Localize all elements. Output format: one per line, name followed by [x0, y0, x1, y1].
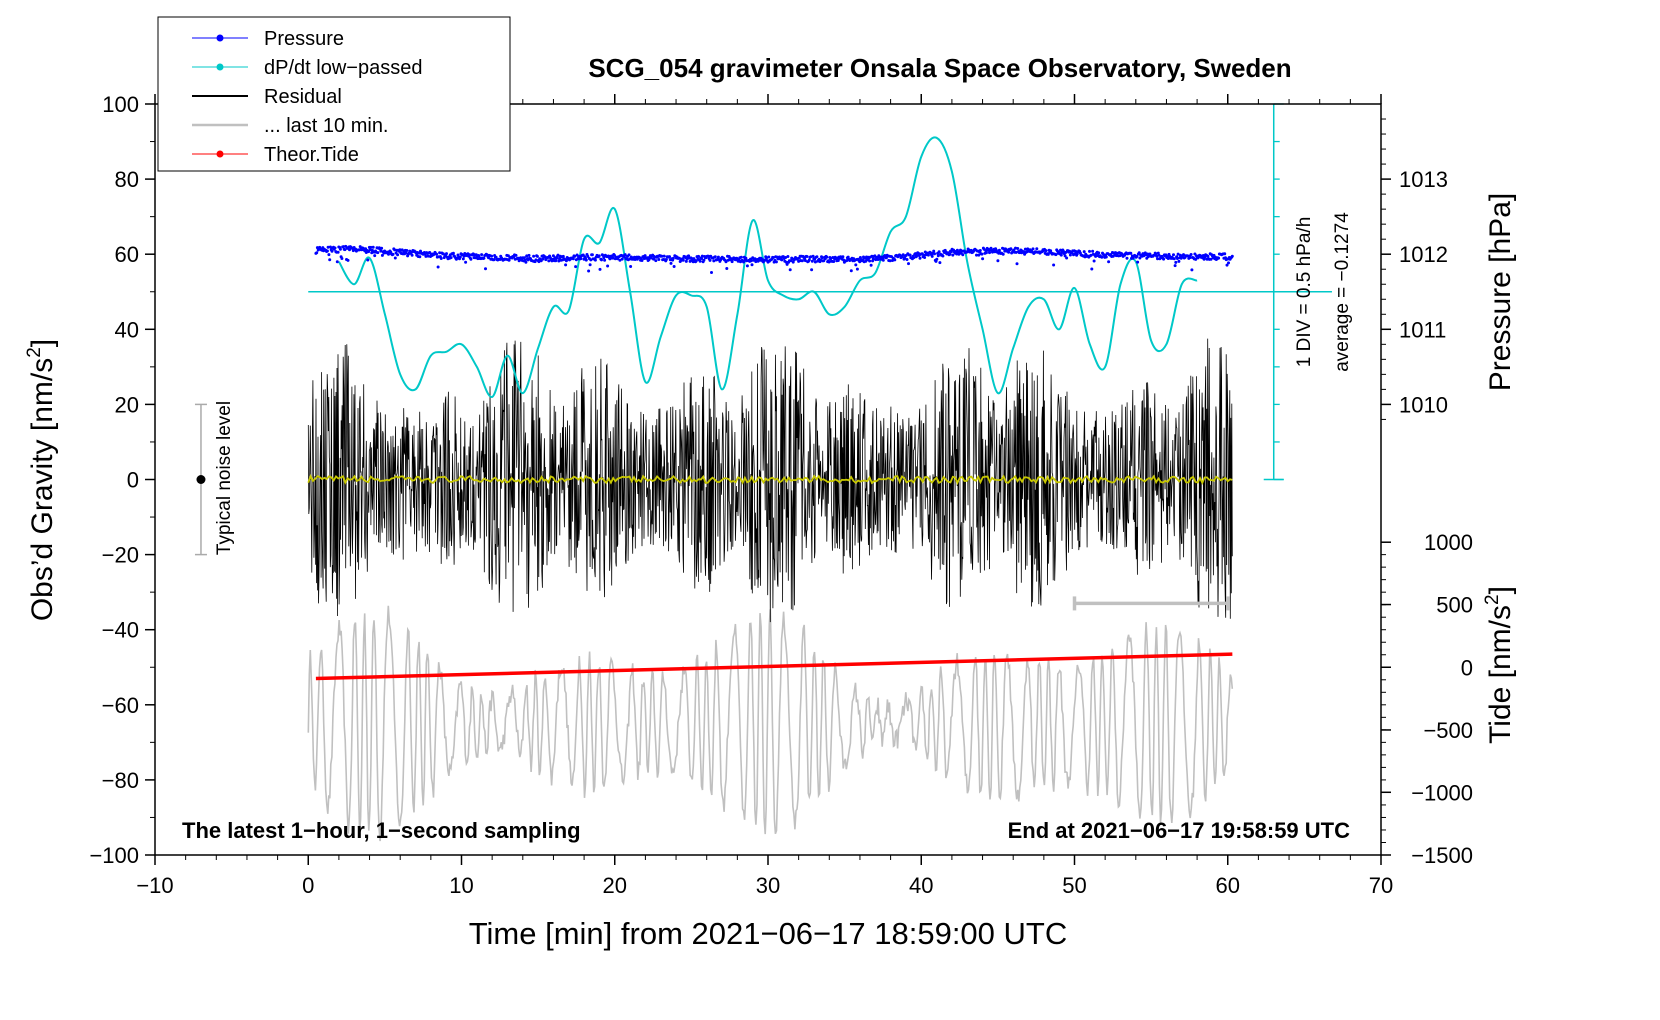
- pressure-tick-label: 1011: [1399, 317, 1446, 342]
- y-tick-label: 40: [115, 317, 139, 342]
- y-tick-label: −20: [102, 543, 139, 568]
- x-tick-label: 50: [1062, 873, 1086, 898]
- y-tick-label: −100: [89, 843, 139, 868]
- x-tick-label: 60: [1216, 873, 1240, 898]
- last10-trace: [307, 605, 1234, 842]
- legend-label-tide: Theor.Tide: [264, 144, 359, 166]
- legend-marker-dpdt: [216, 63, 224, 71]
- tide-tick-label: −500: [1423, 718, 1473, 743]
- y-tick-label: −80: [102, 768, 139, 793]
- y-tick-label: 20: [115, 392, 139, 417]
- legend-label-residual: Residual: [264, 86, 342, 108]
- x-tick-label: 70: [1369, 873, 1393, 898]
- tide-axis-label-end: ]: [1484, 586, 1517, 594]
- legend-marker-pressure: [216, 34, 224, 42]
- legend: Pressure dP/dt low−passed Residual ... l…: [157, 16, 511, 172]
- x-tick-label: 40: [909, 873, 933, 898]
- x-tick-label: 20: [603, 873, 627, 898]
- residual-trace: [307, 338, 1233, 623]
- tide-line: [315, 652, 1233, 681]
- x-tick-label: 0: [302, 873, 314, 898]
- y-tick-label: −60: [102, 693, 139, 718]
- y-axis-label-end: ]: [26, 339, 59, 347]
- y-tick-label: 0: [127, 468, 139, 493]
- y-tick-label: 100: [102, 92, 139, 117]
- x-tick-label: 10: [449, 873, 473, 898]
- tide-tick-label: −1500: [1411, 843, 1473, 868]
- legend-label-pressure: Pressure: [264, 28, 344, 50]
- tide-tick-label: 500: [1436, 593, 1473, 618]
- dpdt-average-label: average = −0.1274: [1332, 212, 1353, 372]
- tide-tick-label: −1000: [1411, 780, 1473, 805]
- y-tick-label: 60: [115, 242, 139, 267]
- pressure-axis-label: Pressure [hPa]: [1484, 193, 1517, 391]
- annotation-sampling: The latest 1−hour, 1−second sampling: [182, 818, 581, 843]
- tide-tick-label: 0: [1461, 655, 1473, 680]
- noise-level-label: Typical noise level: [214, 401, 235, 555]
- ticks-layer: −10 0 10 20 30 40 50 60 70100806040200−20−40−60−…: [89, 92, 1473, 898]
- annotation-end-time: End at 2021−06−17 19:58:59 UTC: [1008, 818, 1351, 843]
- pressure-tick-label: 1013: [1399, 167, 1448, 192]
- y-axis-label: Obs’d Gravity [nm/s2]: [24, 339, 59, 621]
- pressure-tick-label: 1010: [1399, 392, 1448, 417]
- tide-axis-label-sup: 2: [1482, 594, 1503, 605]
- noise-center-dot: [196, 475, 206, 484]
- legend-label-last10: ... last 10 min.: [264, 115, 389, 137]
- dpdt-scale-label: 1 DIV = 0.5 hPa/h: [1294, 217, 1315, 368]
- legend-marker-tide: [216, 150, 224, 158]
- x-axis-label: Time [min] from 2021−06−17 18:59:00 UTC: [469, 916, 1068, 951]
- gravity-chart: −10 0 10 20 30 40 50 60 70100806040200−20−40−60−…: [24, 16, 1517, 951]
- dpdt-curve: [338, 136, 1198, 398]
- pressure-points: [314, 244, 1234, 274]
- legend-box: [157, 16, 511, 172]
- y-tick-label: −40: [102, 618, 139, 643]
- tide-tick-label: 1000: [1424, 530, 1473, 555]
- x-tick-label: −10: [136, 873, 173, 898]
- chart-title: SCG_054 gravimeter Onsala Space Observat…: [588, 53, 1291, 83]
- tide-axis-label: Tide [nm/s2]: [1482, 586, 1517, 744]
- legend-label-dpdt: dP/dt low−passed: [264, 57, 422, 79]
- y-tick-label: 80: [115, 167, 139, 192]
- series-layer: [194, 103, 1332, 842]
- y-axis-label-sup: 2: [24, 347, 45, 358]
- pressure-tick-label: 1012: [1399, 242, 1448, 267]
- x-tick-label: 30: [756, 873, 780, 898]
- residual-smoothed-trace: [307, 473, 1233, 486]
